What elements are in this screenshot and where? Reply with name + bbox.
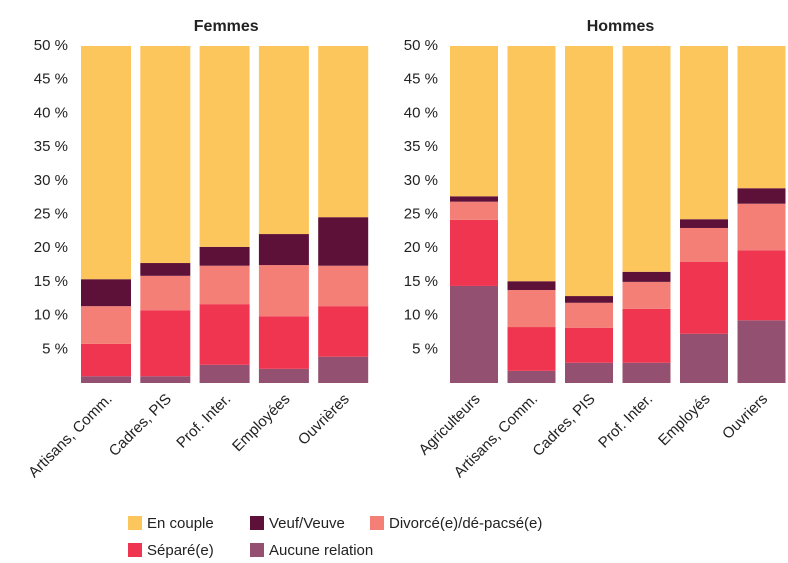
bar-segment (258, 265, 309, 317)
y-tick-label: 20 % (404, 239, 438, 256)
bar-segment (140, 263, 191, 276)
bar-segment (81, 376, 131, 383)
y-tick-label: 35 % (34, 138, 68, 155)
bar-segment (565, 362, 613, 383)
x-tick-label: Employées (229, 391, 293, 455)
bar-segment (199, 46, 250, 247)
chart-title: Hommes (587, 18, 655, 35)
bar-segment (622, 362, 671, 383)
y-tick-label: 10 % (34, 307, 68, 324)
x-tick-label: Prof. Inter. (595, 391, 656, 452)
bar-segment (737, 320, 786, 383)
bar-segment (450, 201, 498, 220)
x-tick-label: Cadres, PIS (106, 391, 175, 460)
legend-swatch (128, 543, 142, 557)
bar-segment (199, 246, 250, 266)
bar-segment (565, 327, 613, 363)
bar-segment (199, 265, 250, 305)
legend-swatch (370, 516, 384, 530)
bar-segment (318, 265, 369, 307)
bar-segment (140, 376, 191, 383)
legend-label: Aucune relation (269, 542, 373, 559)
y-tick-label: 20 % (34, 239, 68, 256)
bar-segment (199, 364, 250, 383)
y-tick-label: 35 % (404, 138, 438, 155)
x-tick-label: Cadres, PIS (529, 391, 598, 460)
y-tick-label: 5 % (42, 340, 68, 357)
bar-segment (258, 234, 309, 266)
bar-segment (258, 368, 309, 383)
bar-segment (258, 46, 309, 235)
y-tick-label: 15 % (404, 273, 438, 290)
bar-segment (450, 219, 498, 286)
x-tick-label: Ouvriers (719, 391, 771, 443)
bar-segment (318, 46, 369, 218)
bar-segment (680, 333, 728, 383)
x-tick-label: Artisans, Comm. (25, 391, 115, 481)
bar-segment (737, 250, 786, 321)
y-tick-label: 50 % (34, 37, 68, 54)
bar-segment (565, 302, 613, 328)
bar-segment (622, 46, 671, 272)
y-tick-label: 25 % (404, 205, 438, 222)
y-tick-label: 45 % (404, 71, 438, 88)
bar-segment (450, 196, 498, 202)
y-tick-label: 15 % (34, 273, 68, 290)
bar-segment (622, 271, 671, 282)
bar-segment (737, 203, 786, 251)
legend-label: En couple (147, 515, 214, 532)
bar-segment (680, 219, 728, 228)
bar-segment (81, 343, 131, 377)
bar-segment (140, 310, 191, 377)
y-tick-label: 30 % (34, 172, 68, 189)
bar-segment (140, 46, 191, 264)
bar-segment (81, 46, 131, 280)
legend-label: Divorcé(e)/dé-pacsé(e) (389, 515, 542, 532)
bar-segment (737, 46, 786, 189)
bar-segment (318, 356, 369, 383)
y-tick-label: 25 % (34, 205, 68, 222)
bar-segment (680, 227, 728, 262)
bar-segment (680, 46, 728, 220)
bar-segment (737, 188, 786, 204)
y-tick-label: 40 % (404, 104, 438, 121)
bar-segment (622, 281, 671, 309)
x-tick-label: Ouvrières (295, 391, 353, 449)
bar-segment (507, 289, 556, 328)
bar-segment (81, 279, 131, 307)
x-tick-label: Employés (655, 391, 714, 450)
legend-swatch (128, 516, 142, 530)
bar-segment (199, 304, 250, 365)
bar-segment (507, 46, 556, 282)
bar-segment (258, 316, 309, 369)
y-tick-label: 40 % (34, 104, 68, 121)
bar-segment (81, 306, 131, 344)
bar-segment (450, 285, 498, 383)
bar-segment (680, 261, 728, 334)
bar-segment (565, 46, 613, 297)
y-tick-label: 30 % (404, 172, 438, 189)
bar-segment (507, 281, 556, 290)
bar-segment (565, 296, 613, 303)
bar-segment (450, 46, 498, 197)
y-tick-label: 5 % (412, 340, 438, 357)
legend-label: Séparé(e) (147, 542, 214, 559)
bar-segment (318, 306, 369, 357)
legend-swatch (250, 516, 264, 530)
legend-swatch (250, 543, 264, 557)
bar-segment (507, 370, 556, 383)
y-tick-label: 10 % (404, 307, 438, 324)
bar-segment (622, 308, 671, 363)
y-tick-label: 50 % (404, 37, 438, 54)
bar-segment (507, 327, 556, 371)
bar-segment (140, 275, 191, 311)
legend-label: Veuf/Veuve (269, 515, 345, 532)
y-tick-label: 45 % (34, 71, 68, 88)
x-tick-label: Prof. Inter. (173, 391, 234, 452)
bar-segment (318, 217, 369, 266)
chart-title: Femmes (194, 18, 259, 35)
